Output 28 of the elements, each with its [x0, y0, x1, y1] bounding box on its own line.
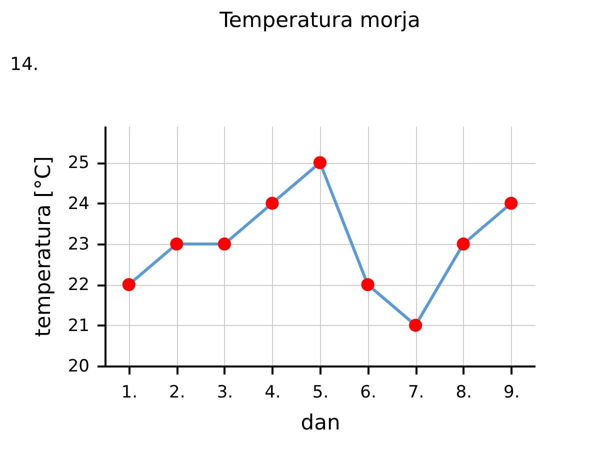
- x-tick-label: 1.: [121, 382, 138, 402]
- x-tick-label: 7.: [408, 382, 424, 402]
- y-tick-label: 21: [68, 316, 90, 336]
- point: [266, 196, 279, 210]
- x-tick-label: 3.: [216, 382, 234, 402]
- x-tick-label: 4.: [264, 382, 281, 402]
- point: [504, 196, 518, 210]
- point: [409, 318, 422, 332]
- x-axis-title: dan: [300, 410, 340, 434]
- text: 14.: [10, 54, 39, 75]
- y-tick-label: 24: [68, 194, 90, 214]
- chart-title: Temperatura morja: [218, 8, 420, 32]
- point: [170, 237, 184, 250]
- point: [313, 156, 327, 170]
- point: [456, 237, 470, 250]
- x-tick-label: 2.: [169, 382, 186, 402]
- point: [122, 278, 136, 292]
- x-tick-label: 5.: [312, 382, 329, 402]
- y-tick-label: 23: [68, 234, 90, 254]
- x-tick-label: 6.: [360, 382, 376, 402]
- y-axis-title: temperatura [°C]: [30, 156, 55, 337]
- point: [361, 278, 374, 292]
- x-tick-label: 9.: [503, 382, 520, 402]
- x-tick-label: 8.: [456, 382, 472, 402]
- y-tick-label: 25: [68, 153, 90, 174]
- y-tick-label: 22: [68, 275, 90, 296]
- y-tick-label: 20: [68, 356, 90, 376]
- point: [218, 237, 231, 250]
